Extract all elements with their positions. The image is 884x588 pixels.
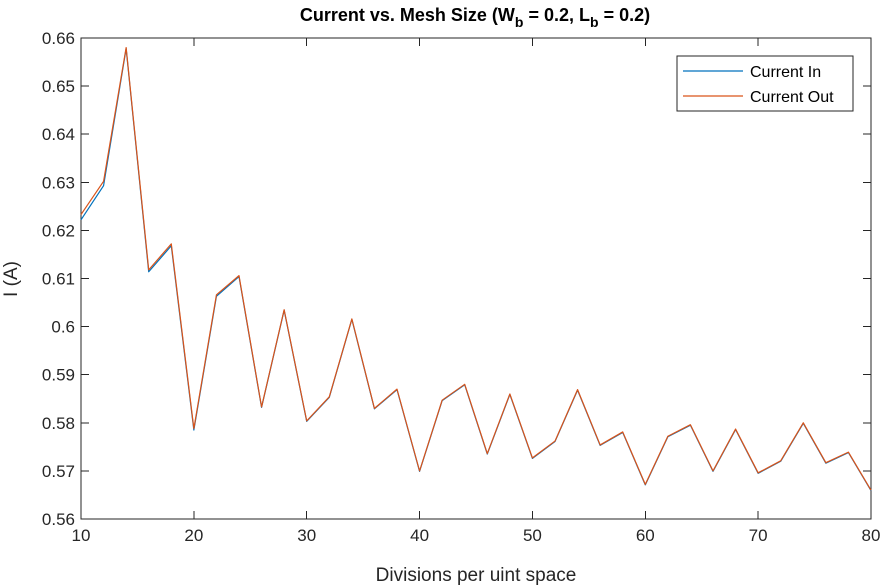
y-tick-label: 0.61 (42, 270, 75, 289)
y-tick-label: 0.56 (42, 510, 75, 529)
y-tick-label: 0.63 (42, 173, 75, 192)
legend-label-current-out: Current Out (750, 89, 834, 106)
y-tick-label: 0.6 (51, 318, 75, 337)
series-line-current-out (80, 47, 872, 491)
series-line-current-in (80, 47, 872, 491)
y-tick-label: 0.58 (42, 414, 75, 433)
chart-title: Current vs. Mesh Size (Wb = 0.2, Lb = 0.… (300, 5, 650, 30)
y-axis-ticks: 0.56 0.57 0.58 0.59 0.6 0.61 0.62 0.63 0.64 0.65 0… (42, 29, 871, 529)
y-tick-label: 0.66 (42, 29, 75, 48)
series-group (80, 47, 872, 491)
x-tick-label: 60 (636, 526, 655, 545)
x-tick-label: 30 (297, 526, 316, 545)
title-main: Current vs. Mesh Size (W (300, 5, 515, 25)
x-tick-label: 80 (862, 526, 881, 545)
x-tick-label: 40 (410, 526, 429, 545)
y-tick-label: 0.59 (42, 366, 75, 385)
x-tick-label: 20 (184, 526, 203, 545)
title-sub-l: b (590, 14, 599, 30)
x-tick-label: 10 (72, 526, 91, 545)
title-end: = 0.2) (599, 5, 651, 25)
title-sub-w: b (515, 14, 524, 30)
x-tick-label: 50 (523, 526, 542, 545)
x-axis-label: Divisions per uint space (376, 565, 577, 586)
y-axis-label: I (A) (1, 261, 22, 297)
title-mid: = 0.2, L (523, 5, 590, 25)
legend-box (676, 55, 854, 112)
legend: Current In Current Out (676, 55, 854, 112)
y-tick-label: 0.57 (42, 462, 75, 481)
legend-label-current-in: Current In (750, 64, 821, 81)
y-tick-label: 0.65 (42, 77, 75, 96)
y-tick-label: 0.62 (42, 221, 75, 240)
x-axis-ticks: 10 20 30 40 50 60 70 80 (72, 38, 881, 545)
x-tick-label: 70 (749, 526, 768, 545)
y-tick-label: 0.64 (42, 125, 75, 144)
